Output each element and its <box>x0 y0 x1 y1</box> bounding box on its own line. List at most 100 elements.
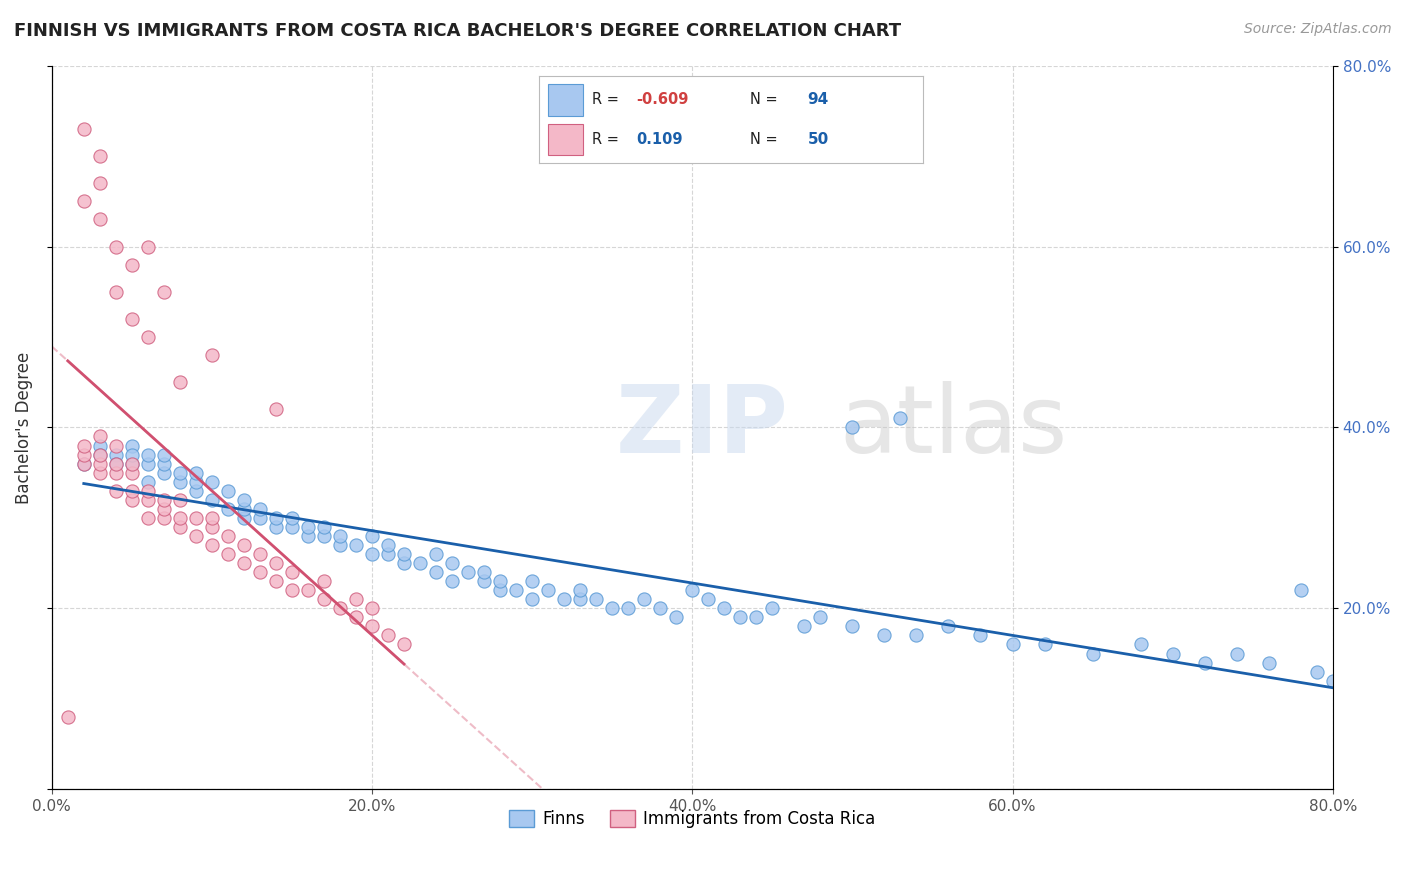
Point <box>650 601 672 615</box>
Point <box>361 601 384 615</box>
Point <box>281 511 304 525</box>
Point <box>905 628 928 642</box>
Text: ZIP: ZIP <box>616 382 789 474</box>
Point <box>104 448 127 462</box>
Point <box>889 411 911 425</box>
Point <box>761 601 783 615</box>
Point <box>329 529 352 543</box>
Point <box>873 628 896 642</box>
Point <box>232 556 254 570</box>
Point <box>713 601 735 615</box>
Point <box>104 438 127 452</box>
Point <box>505 583 527 598</box>
Point <box>56 710 79 724</box>
Point <box>121 457 143 471</box>
Point <box>89 448 111 462</box>
Point <box>1033 638 1056 652</box>
Point <box>681 583 703 598</box>
Point <box>169 492 191 507</box>
Point <box>217 547 239 561</box>
Point <box>297 529 319 543</box>
Point <box>361 529 384 543</box>
Point <box>201 492 224 507</box>
Point <box>73 448 96 462</box>
Point <box>73 122 96 136</box>
Point <box>264 574 287 589</box>
Point <box>73 457 96 471</box>
Point <box>425 565 447 579</box>
Point <box>553 592 575 607</box>
Point <box>1081 647 1104 661</box>
Point <box>153 457 176 471</box>
Point <box>89 448 111 462</box>
Point <box>329 601 352 615</box>
Point <box>121 457 143 471</box>
Point <box>569 592 592 607</box>
Point <box>344 592 367 607</box>
Point <box>153 285 176 299</box>
Point <box>297 583 319 598</box>
Point <box>377 628 399 642</box>
Point <box>153 501 176 516</box>
Point <box>264 556 287 570</box>
Legend: Finns, Immigrants from Costa Rica: Finns, Immigrants from Costa Rica <box>502 804 882 835</box>
Point <box>409 556 432 570</box>
Point <box>169 475 191 489</box>
Point <box>617 601 640 615</box>
Point <box>1001 638 1024 652</box>
Point <box>297 520 319 534</box>
Point <box>1289 583 1312 598</box>
Point <box>329 538 352 552</box>
Point <box>121 258 143 272</box>
Point <box>89 176 111 190</box>
Point <box>121 466 143 480</box>
Point <box>841 420 863 434</box>
Point <box>344 610 367 624</box>
Y-axis label: Bachelor's Degree: Bachelor's Degree <box>15 351 32 504</box>
Text: Source: ZipAtlas.com: Source: ZipAtlas.com <box>1244 22 1392 37</box>
Point <box>136 448 159 462</box>
Point <box>537 583 560 598</box>
Point <box>136 492 159 507</box>
Point <box>153 511 176 525</box>
Point <box>217 529 239 543</box>
Point <box>425 547 447 561</box>
Point <box>377 538 399 552</box>
Point <box>1194 656 1216 670</box>
Point <box>361 547 384 561</box>
Point <box>457 565 479 579</box>
Point <box>392 547 415 561</box>
Point <box>312 529 335 543</box>
Point <box>1306 665 1329 679</box>
Point <box>104 457 127 471</box>
Point <box>249 547 271 561</box>
Point <box>73 194 96 209</box>
Point <box>600 601 623 615</box>
Point <box>89 212 111 227</box>
Point <box>730 610 752 624</box>
Point <box>1322 673 1344 688</box>
Point <box>201 348 224 362</box>
Point <box>808 610 831 624</box>
Point <box>793 619 815 633</box>
Point <box>89 457 111 471</box>
Point <box>441 556 464 570</box>
Point <box>281 565 304 579</box>
Point <box>938 619 960 633</box>
Point <box>153 448 176 462</box>
Point <box>73 438 96 452</box>
Point <box>312 574 335 589</box>
Point <box>121 492 143 507</box>
Point <box>89 149 111 163</box>
Point <box>489 583 512 598</box>
Point <box>520 592 543 607</box>
Point <box>312 592 335 607</box>
Point <box>169 511 191 525</box>
Point <box>249 565 271 579</box>
Point <box>201 520 224 534</box>
Point <box>217 483 239 498</box>
Point <box>745 610 768 624</box>
Point <box>136 457 159 471</box>
Text: FINNISH VS IMMIGRANTS FROM COSTA RICA BACHELOR'S DEGREE CORRELATION CHART: FINNISH VS IMMIGRANTS FROM COSTA RICA BA… <box>14 22 901 40</box>
Point <box>153 492 176 507</box>
